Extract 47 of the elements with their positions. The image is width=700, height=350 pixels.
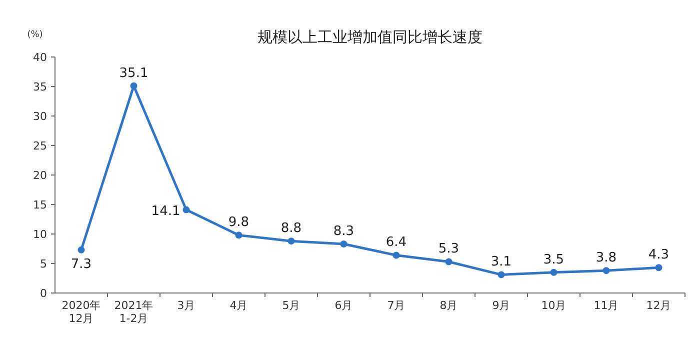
data-label: 3.1	[490, 254, 512, 270]
y-tick-label: 20	[33, 169, 47, 182]
point	[602, 267, 610, 274]
x-tick-label: 12月	[646, 299, 672, 312]
data-label: 6.4	[386, 235, 407, 250]
point	[445, 258, 452, 266]
x-tick-label: 9月	[492, 299, 510, 312]
point	[288, 238, 295, 245]
x-tick-label: 8月	[440, 299, 458, 312]
point	[235, 232, 242, 239]
y-tick-label: 0	[40, 287, 47, 300]
y-tick-label: 15	[33, 198, 47, 212]
point	[392, 252, 400, 259]
data-label: 35.1	[119, 66, 148, 81]
data-label: 8.3	[333, 224, 354, 240]
y-tick-label: 5	[40, 258, 47, 270]
x-tick-label: 2021年 1-2月	[114, 299, 154, 326]
point	[130, 82, 138, 90]
point	[498, 271, 505, 278]
y-tick-label: 40	[33, 51, 47, 64]
data-label: 14.1	[151, 204, 180, 219]
x-tick-label: 3月	[177, 299, 196, 312]
point	[550, 268, 558, 276]
y-tick-label: 25	[33, 140, 47, 152]
data-label: 4.3	[648, 248, 670, 263]
chart-title: 规模以上工业增加值同比增长速度	[258, 28, 482, 46]
x-tick-label: 6月	[334, 299, 353, 312]
y-tick-label: 10	[33, 228, 47, 241]
x-tick-label: 5月	[282, 299, 300, 312]
point	[340, 240, 348, 248]
data-label: 9.8	[228, 215, 250, 230]
data-label: 3.5	[543, 252, 564, 268]
x-tick-label: 11月	[594, 299, 619, 312]
point	[182, 206, 190, 214]
y-tick-label: 30	[33, 110, 47, 123]
x-tick-label: 7月	[387, 299, 406, 312]
y-axis-title: (%)	[27, 30, 43, 40]
data-label: 7.3	[70, 256, 92, 272]
x-tick-label: 4月	[230, 299, 248, 312]
y-tick-label: 35	[33, 80, 47, 94]
data-label: 5.3	[438, 242, 460, 257]
x-tick-label: 2020年 12月	[62, 299, 101, 326]
point	[78, 246, 85, 254]
point	[655, 264, 662, 272]
x-tick-label: 10月	[541, 299, 566, 312]
data-label: 3.8	[596, 250, 617, 266]
data-label: 8.8	[280, 221, 302, 236]
